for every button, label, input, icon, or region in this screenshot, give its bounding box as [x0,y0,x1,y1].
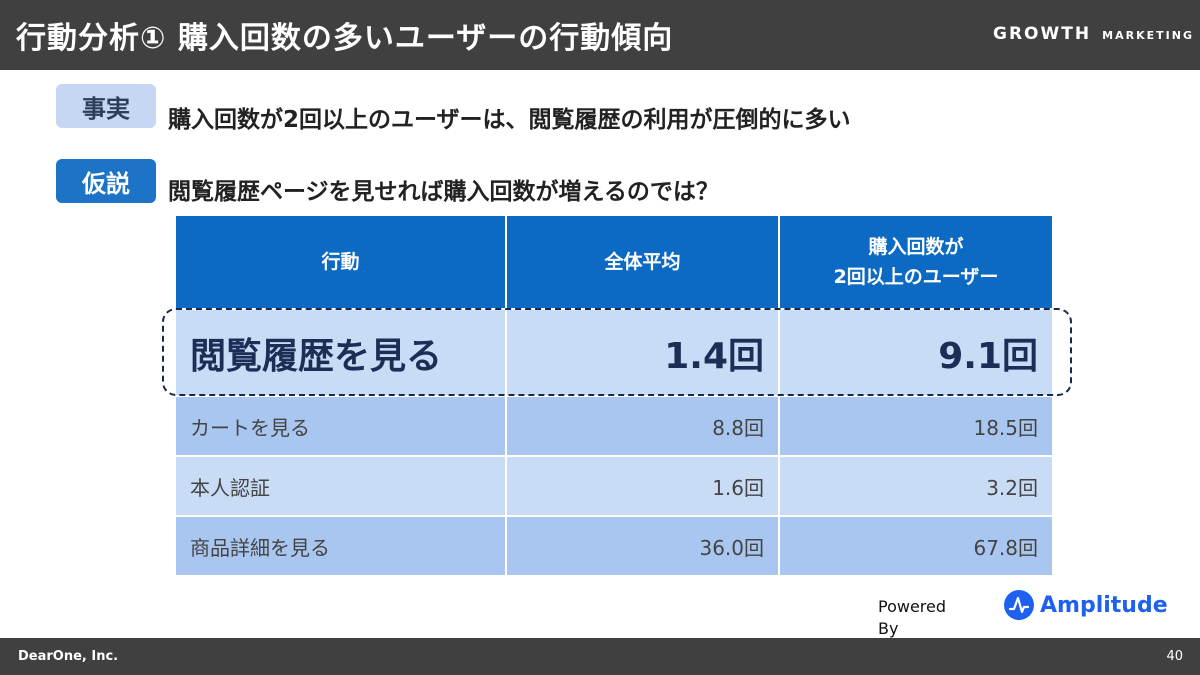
cell-repeat: 18.5回 [779,395,1052,456]
cell-action: カートを見る [176,395,507,456]
logo-main-text: GROWTH [993,24,1092,44]
slide-footer: DearOne, Inc. 40 [0,638,1200,675]
amplitude-logo-icon [1004,590,1034,620]
cell-average: 1.4回 [506,308,780,396]
fact-text: 購入回数が2回以上のユーザーは、閲覧履歴の利用が圧倒的に多い [168,107,851,133]
powered-line2: By [878,619,899,638]
table-header-row: 行動 全体平均 購入回数が 2回以上のユーザー [176,216,1052,309]
hypothesis-text: 閲覧履歴ページを見せれば購入回数が増えるのでは？ [168,179,719,205]
page-number: 40 [1166,649,1183,664]
header-average: 全体平均 [506,216,780,309]
powered-line1: Powered [878,597,947,616]
table-row: カートを見る 8.8回 18.5回 [176,395,1052,456]
company-name: DearOne, Inc. [18,649,119,664]
hypothesis-tag: 仮説 [56,159,156,203]
cell-action: 本人認証 [176,455,507,516]
cell-repeat: 67.8回 [779,515,1052,575]
slide-header: 行動分析① 購入回数の多いユーザーの行動傾向 GROWTH MARKETING [0,0,1200,70]
header-repeat-users: 購入回数が 2回以上のユーザー [779,216,1052,309]
header-repeat-line1: 購入回数が [868,236,964,258]
table-row: 商品詳細を見る 36.0回 67.8回 [176,515,1052,575]
cell-average: 8.8回 [506,395,780,456]
growth-marketing-logo: GROWTH MARKETING [993,24,1194,44]
cell-action: 商品詳細を見る [176,515,507,575]
table-row: 本人認証 1.6回 3.2回 [176,455,1052,516]
powered-by-text: Powered By [878,596,968,640]
fact-tag: 事実 [56,84,156,128]
cell-repeat: 3.2回 [779,455,1052,516]
header-repeat-line2: 2回以上のユーザー [833,266,999,288]
slide-title: 行動分析① 購入回数の多いユーザーの行動傾向 [16,21,674,56]
cell-repeat: 9.1回 [779,308,1052,396]
amplitude-logo: Amplitude [1004,590,1168,620]
amplitude-logo-text: Amplitude [1040,592,1168,618]
table-row: 閲覧履歴を見る 1.4回 9.1回 [176,308,1052,396]
highlight-dashed-frame [162,308,1072,396]
cell-average: 36.0回 [506,515,780,575]
behavior-table: 行動 全体平均 購入回数が 2回以上のユーザー 閲覧履歴を見る 1.4回 9.1… [176,216,1052,575]
logo-sub-text: MARKETING [1102,29,1194,42]
cell-average: 1.6回 [506,455,780,516]
header-action: 行動 [176,216,507,309]
cell-action: 閲覧履歴を見る [176,308,507,396]
